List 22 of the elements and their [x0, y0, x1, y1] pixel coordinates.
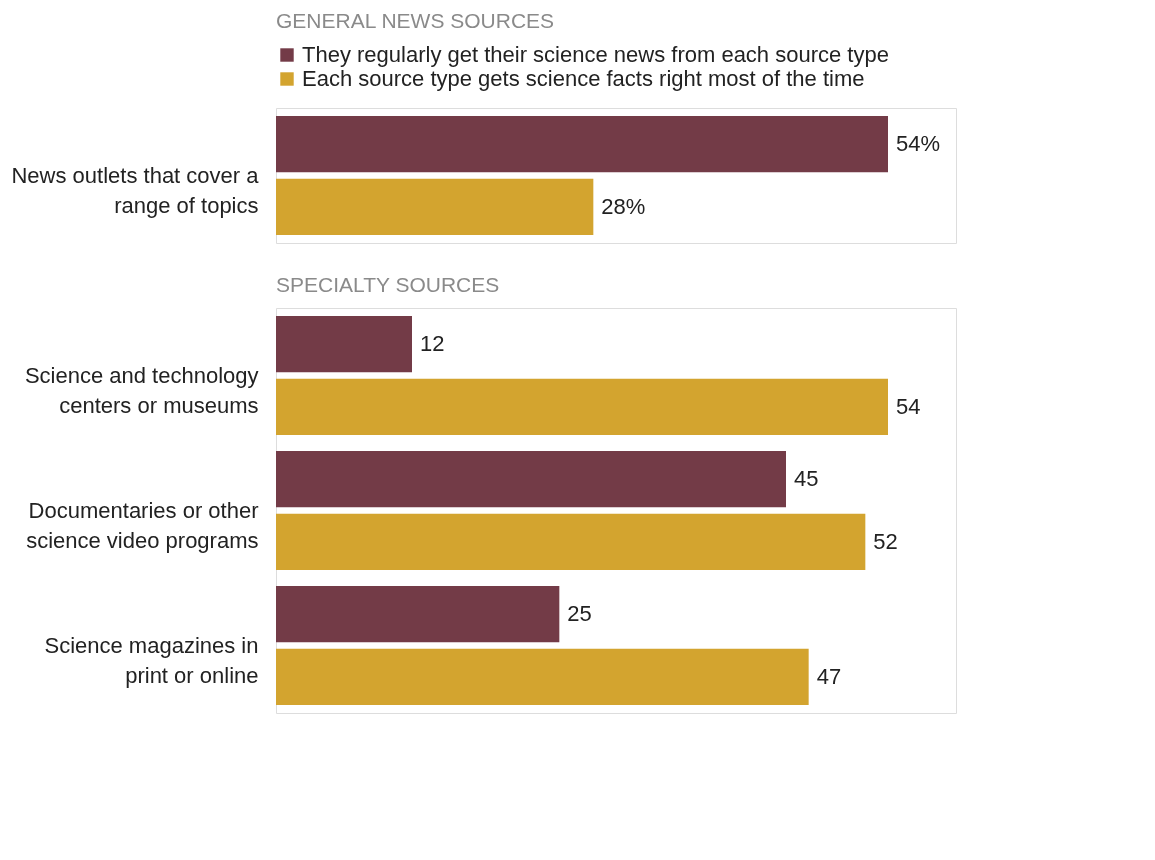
data-label: 54 — [896, 393, 921, 419]
data-label: 25 — [567, 601, 592, 627]
bar — [276, 513, 866, 570]
bar — [276, 586, 560, 643]
chart-title: SPECIALTY SOURCES — [276, 273, 500, 296]
bar — [276, 451, 786, 508]
legend-label: They regularly get their science news from each source type — [302, 42, 889, 67]
legend-label: Each source type gets science facts right most of the time — [302, 66, 865, 91]
data-label: 12 — [420, 331, 445, 357]
y-tick-label: Science and technology centers or museums — [24, 362, 259, 418]
data-label: 54% — [896, 131, 941, 157]
y-tick-label: Documentaries or other science video programs — [26, 497, 259, 553]
chart-title: GENERAL NEWS SOURCES — [276, 9, 555, 32]
data-label: 47 — [816, 663, 842, 689]
data-label: 52 — [873, 528, 898, 554]
y-tick-label: News outlets that cover a range of topics — [11, 162, 260, 218]
bar — [276, 378, 888, 435]
data-label: 45 — [794, 466, 819, 492]
data-label: 28% — [601, 193, 646, 219]
bar — [276, 316, 412, 373]
y-tick-label: Science magazines in print or online — [44, 632, 259, 688]
bar — [276, 648, 809, 705]
